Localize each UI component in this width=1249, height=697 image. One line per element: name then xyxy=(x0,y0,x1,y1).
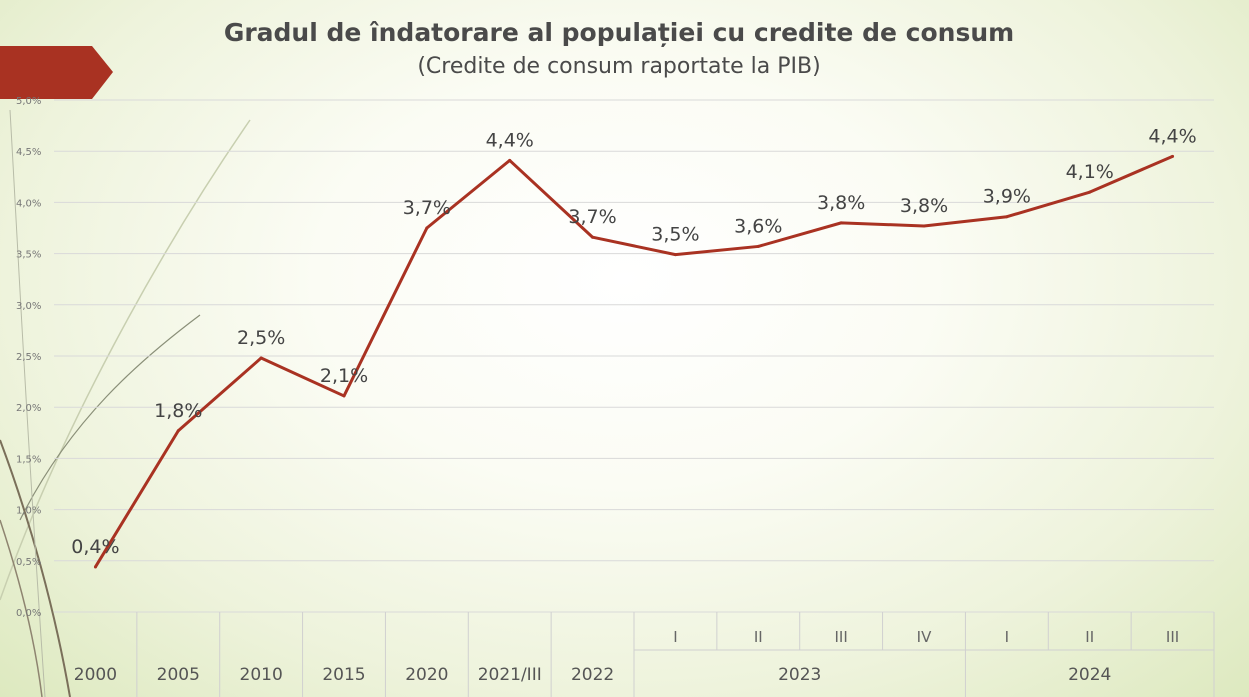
data-point xyxy=(93,565,97,569)
decorative-curve xyxy=(9,109,46,697)
data-label: 1,8% xyxy=(154,400,202,422)
x-tick-label: III xyxy=(1166,628,1179,646)
data-point xyxy=(425,226,429,230)
y-tick-label: 5,0% xyxy=(16,96,41,107)
y-tick-label: 2,0% xyxy=(16,403,41,414)
data-point xyxy=(1005,215,1009,219)
x-tick-label: 2015 xyxy=(322,665,365,685)
data-label: 3,6% xyxy=(734,215,782,237)
data-label: 4,4% xyxy=(486,129,534,151)
data-point xyxy=(259,356,263,360)
y-tick-label: 2,5% xyxy=(16,352,41,363)
x-group-label: 2024 xyxy=(1068,665,1111,685)
x-tick-label: 2010 xyxy=(240,665,283,685)
decorative-curve xyxy=(0,519,43,697)
y-tick-label: 0,5% xyxy=(16,557,41,568)
data-label: 3,8% xyxy=(817,192,865,214)
data-label: 0,4% xyxy=(71,536,119,558)
x-group-label: 2023 xyxy=(778,665,821,685)
x-tick-label: IV xyxy=(917,628,932,646)
y-tick-label: 4,5% xyxy=(16,147,41,158)
data-point xyxy=(673,253,677,257)
y-axis: 0,0% 0,5% 1,0% 1,5% 2,0% 2,5% 3,0% 3,5% 4,0% 4,5%… xyxy=(16,96,41,619)
data-label: 3,5% xyxy=(651,224,699,246)
x-tick-label: II xyxy=(1085,628,1094,646)
x-tick-label: III xyxy=(835,628,848,646)
data-label: 2,1% xyxy=(320,365,368,387)
y-tick-label: 0,0% xyxy=(16,608,41,619)
y-tick-label: 3,5% xyxy=(16,250,41,261)
data-point xyxy=(342,394,346,398)
decorative-curve xyxy=(0,119,251,601)
x-tick-label: 2020 xyxy=(405,665,448,685)
background-decoration xyxy=(0,46,251,697)
x-tick-label: 2005 xyxy=(157,665,200,685)
data-point xyxy=(508,158,512,162)
data-label: 3,7% xyxy=(568,206,616,228)
y-tick-label: 1,0% xyxy=(16,506,41,517)
chart-subtitle: (Credite de consum raportate la PIB) xyxy=(417,54,821,79)
data-labels: 0,4% 1,8% 2,5% 2,1% 3,7% 4,4% 3,7% 3,5% 3,6% 3,8%… xyxy=(71,125,1196,558)
accent-arrow xyxy=(0,46,113,99)
x-tick-label: I xyxy=(1005,628,1009,646)
x-tick-label: 2021/III xyxy=(478,665,542,685)
chart-title: Gradul de îndatorare al populației cu cr… xyxy=(223,18,1015,47)
data-point xyxy=(1171,154,1175,158)
data-point xyxy=(756,244,760,248)
data-label: 3,8% xyxy=(900,195,948,217)
y-tick-label: 3,0% xyxy=(16,301,41,312)
x-tick-label: II xyxy=(754,628,763,646)
series-line-path xyxy=(94,154,1174,568)
data-label: 3,9% xyxy=(983,186,1031,208)
x-tick-label: 2000 xyxy=(74,665,117,685)
data-point xyxy=(176,429,180,433)
y-tick-label: 4,0% xyxy=(16,198,41,209)
decorative-curve xyxy=(0,439,71,697)
y-tick-label: 1,5% xyxy=(16,454,41,465)
data-point xyxy=(839,221,843,225)
data-label: 2,5% xyxy=(237,327,285,349)
data-label: 3,7% xyxy=(403,197,451,219)
decorative-curve xyxy=(19,314,201,521)
data-label: 4,4% xyxy=(1148,125,1196,147)
x-tick-label: I xyxy=(673,628,677,646)
grid-lines xyxy=(54,99,1214,613)
x-tick-label: 2022 xyxy=(571,665,614,685)
series-line xyxy=(93,154,1175,569)
data-point xyxy=(922,224,926,228)
data-label: 4,1% xyxy=(1066,161,1114,183)
data-point xyxy=(1088,190,1092,194)
data-point xyxy=(591,235,595,239)
